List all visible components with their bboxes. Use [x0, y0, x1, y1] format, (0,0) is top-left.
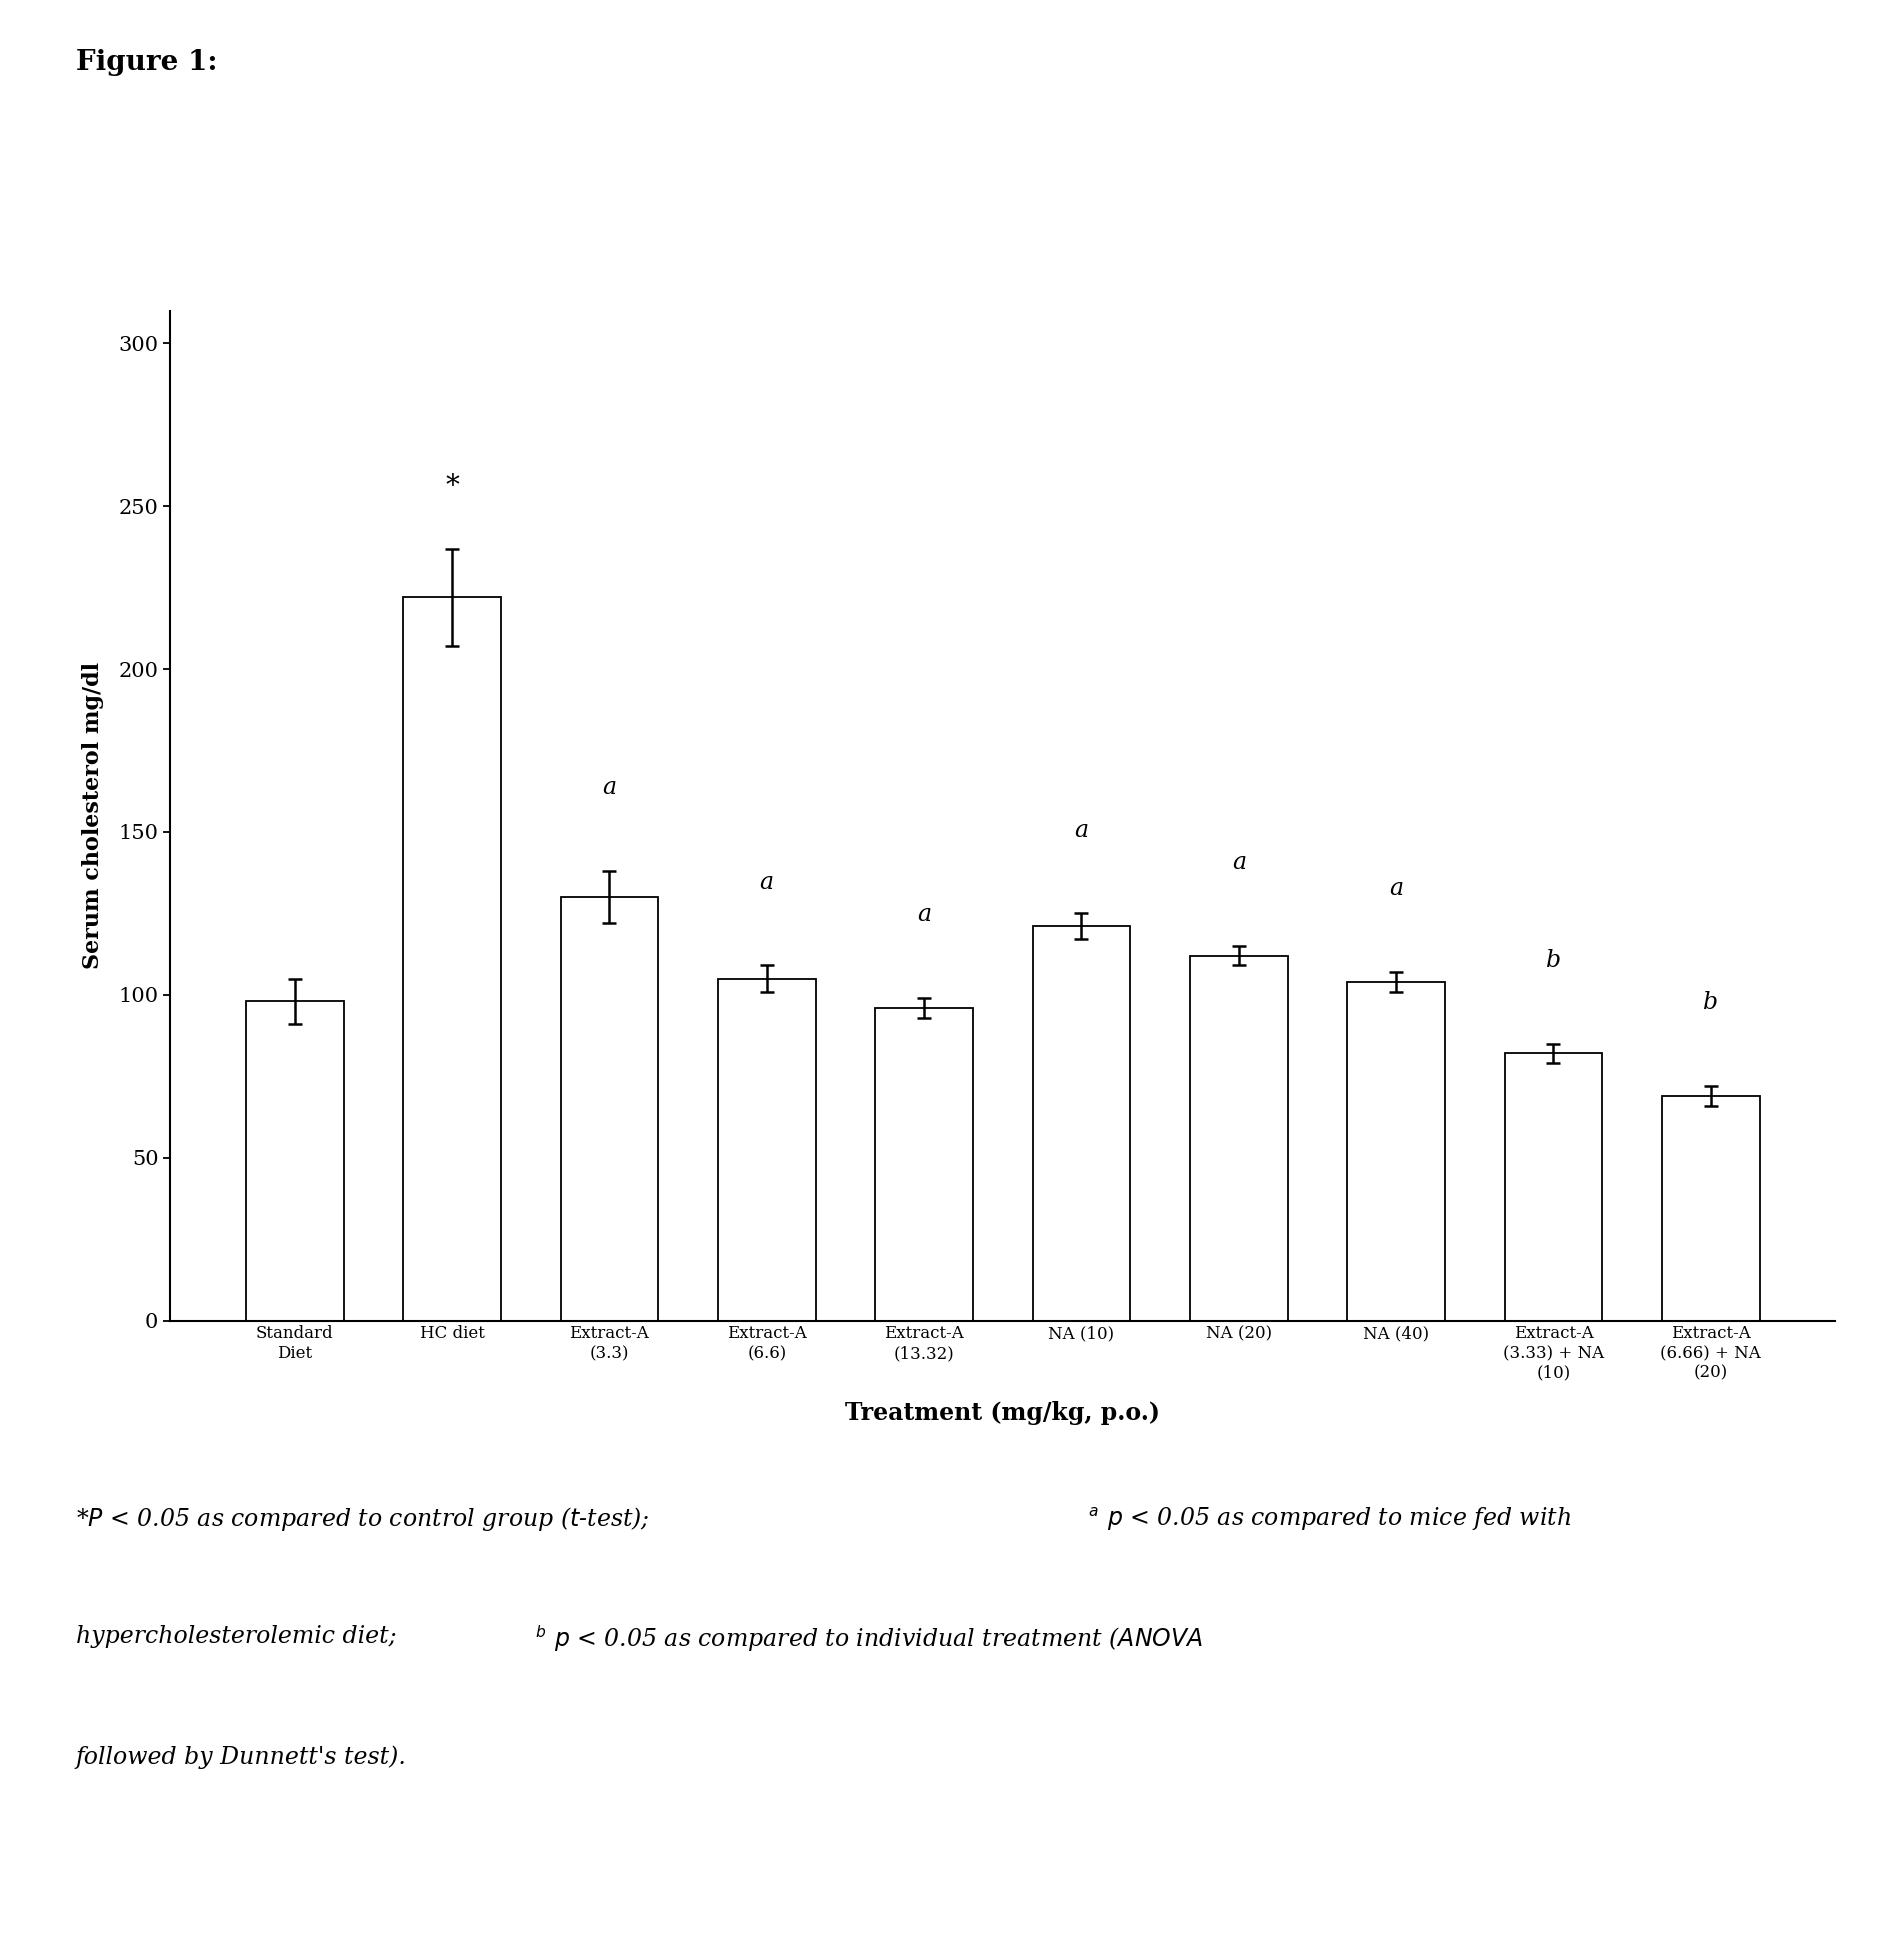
Text: a: a — [761, 870, 774, 893]
Text: $^b$: $^b$ — [535, 1625, 547, 1647]
Bar — [1661, 1095, 1760, 1321]
Bar — [1504, 1053, 1603, 1321]
Text: hypercholesterolemic diet;: hypercholesterolemic diet; — [76, 1625, 395, 1649]
Bar — [403, 598, 501, 1321]
Text: *: * — [445, 472, 460, 499]
Text: followed by Dunnett's test).: followed by Dunnett's test). — [76, 1746, 407, 1769]
Text: $p$ < 0.05 as compared to individual treatment ($ANOVA$: $p$ < 0.05 as compared to individual tre… — [554, 1625, 1203, 1653]
Text: *$P$ < 0.05 as compared to control group ($t$-test);: *$P$ < 0.05 as compared to control group… — [76, 1505, 649, 1532]
X-axis label: Treatment (mg/kg, p.o.): Treatment (mg/kg, p.o.) — [846, 1400, 1160, 1425]
Text: a: a — [602, 777, 617, 800]
Bar — [1190, 955, 1288, 1321]
Text: $p$ < 0.05 as compared to mice fed with: $p$ < 0.05 as compared to mice fed with — [1107, 1505, 1570, 1532]
Text: a: a — [918, 903, 931, 926]
Text: b: b — [1703, 990, 1718, 1014]
Bar — [717, 979, 815, 1321]
Text: a: a — [1075, 820, 1088, 841]
Text: a: a — [1389, 878, 1404, 901]
Bar — [1347, 983, 1445, 1321]
Text: a: a — [1232, 851, 1245, 874]
Bar — [246, 1002, 344, 1321]
Text: b: b — [1546, 950, 1561, 973]
Y-axis label: Serum cholesterol mg/dl: Serum cholesterol mg/dl — [83, 662, 104, 969]
Bar — [560, 897, 658, 1321]
Text: $^a$: $^a$ — [1088, 1505, 1099, 1526]
Bar — [876, 1008, 972, 1321]
Text: Figure 1:: Figure 1: — [76, 49, 218, 76]
Bar — [1033, 926, 1130, 1321]
